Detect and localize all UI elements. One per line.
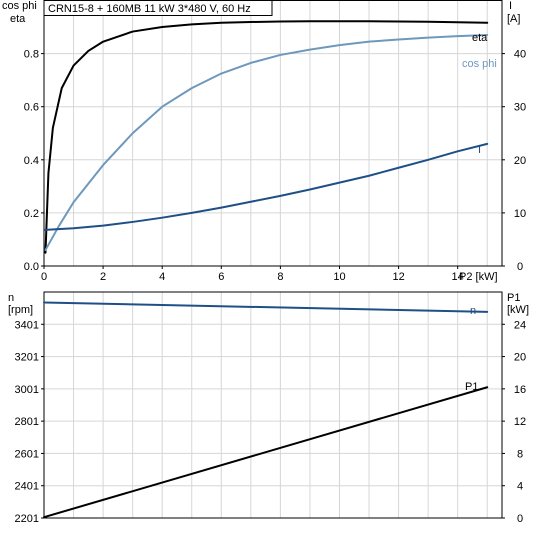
y-tick-label-right: 0 (517, 261, 523, 273)
y-tick-label-left: 3401 (15, 319, 39, 331)
y-tick-label-left: 3001 (15, 384, 39, 396)
bottom-y-right-label-1: P1 (507, 292, 520, 304)
y-tick-label-right: 30 (514, 102, 526, 114)
bottom-y-right-label-2: [kW] (507, 304, 529, 316)
x-tick-label: 10 (333, 271, 345, 283)
y-tick-label-left: 3201 (15, 352, 39, 364)
y-tick-label-right: 0 (517, 513, 523, 525)
series-label-i: I (478, 144, 481, 156)
series-line-n (43, 301, 489, 313)
y-tick-label-right: 24 (514, 319, 526, 331)
x-tick-label: 12 (392, 271, 404, 283)
bottom-chart-frame (43, 291, 503, 519)
y-tick-label-right: 4 (517, 481, 523, 493)
top-chart-frame (43, 0, 503, 267)
x-tick-label: 14 (452, 271, 464, 283)
top-y-ticks-left: 0.0 0.2 0.4 0.6 0.8 (24, 49, 44, 273)
series-label-p1: P1 (465, 381, 478, 393)
y-tick-label-left: 0.6 (24, 102, 39, 114)
bottom-chart-grid (44, 292, 502, 518)
series-label-cos-phi: cos phi (462, 58, 497, 70)
y-tick-label-left: 2401 (15, 481, 39, 493)
series-label-n: n (470, 305, 476, 317)
top-y-right-label-2: [A] (507, 13, 520, 25)
y-tick-label-left: 0.4 (24, 155, 39, 167)
y-tick-label-right: 40 (514, 49, 526, 61)
top-chart-title-box (43, 0, 273, 16)
bottom-series (43, 301, 489, 519)
y-tick-label-left: 2201 (15, 513, 39, 525)
y-tick-label-right: 12 (514, 416, 526, 428)
bottom-chart: n [rpm] P1 [kW] 2201 2401 2601 2801 3001 3201… (8, 291, 529, 525)
bottom-y-left-label-1: n (8, 292, 14, 304)
y-tick-label-left: 0.0 (24, 261, 39, 273)
top-series (44, 20, 489, 254)
series-line-i (44, 142, 489, 231)
x-tick-label: 0 (41, 271, 47, 283)
top-y-ticks-right: 0 10 20 30 40 (502, 49, 526, 273)
top-x-axis-label: P2 [kW] (459, 271, 498, 283)
bottom-y-ticks-right: 0 4 8 12 16 20 24 (502, 319, 526, 525)
series-line-cos-phi (44, 34, 489, 252)
y-tick-label-right: 16 (514, 384, 526, 396)
series-label-eta: eta (472, 32, 488, 44)
top-y-left-label-1: cos phi (2, 0, 37, 12)
y-tick-label-left: 2801 (15, 416, 39, 428)
y-tick-label-right: 20 (514, 352, 526, 364)
series-line-p1 (43, 386, 489, 519)
x-tick-label: 2 (100, 271, 106, 283)
y-tick-label-left: 0.8 (24, 49, 39, 61)
x-tick-label: 4 (159, 271, 165, 283)
bottom-y-ticks-left: 2201 2401 2601 2801 3001 3201 3401 (15, 319, 44, 525)
y-tick-label-right: 10 (514, 208, 526, 220)
top-chart: CRN15-8 + 160MB 11 kW 3*480 V, 60 Hz cos… (2, 0, 526, 283)
x-tick-label: 8 (277, 271, 283, 283)
bottom-y-left-label-2: [rpm] (8, 304, 33, 316)
y-tick-label-left: 0.2 (24, 208, 39, 220)
top-chart-grid (44, 0, 502, 266)
y-tick-label-right: 20 (514, 155, 526, 167)
top-x-ticks: 0 2 4 6 8 10 12 14 (41, 266, 464, 283)
top-y-right-label-1: I (509, 0, 512, 12)
series-line-eta (44, 20, 489, 254)
top-chart-title: CRN15-8 + 160MB 11 kW 3*480 V, 60 Hz (48, 3, 251, 15)
top-y-left-label-2: eta (10, 13, 26, 25)
y-tick-label-left: 2601 (15, 448, 39, 460)
y-tick-label-right: 8 (517, 448, 523, 460)
x-tick-label: 6 (218, 271, 224, 283)
